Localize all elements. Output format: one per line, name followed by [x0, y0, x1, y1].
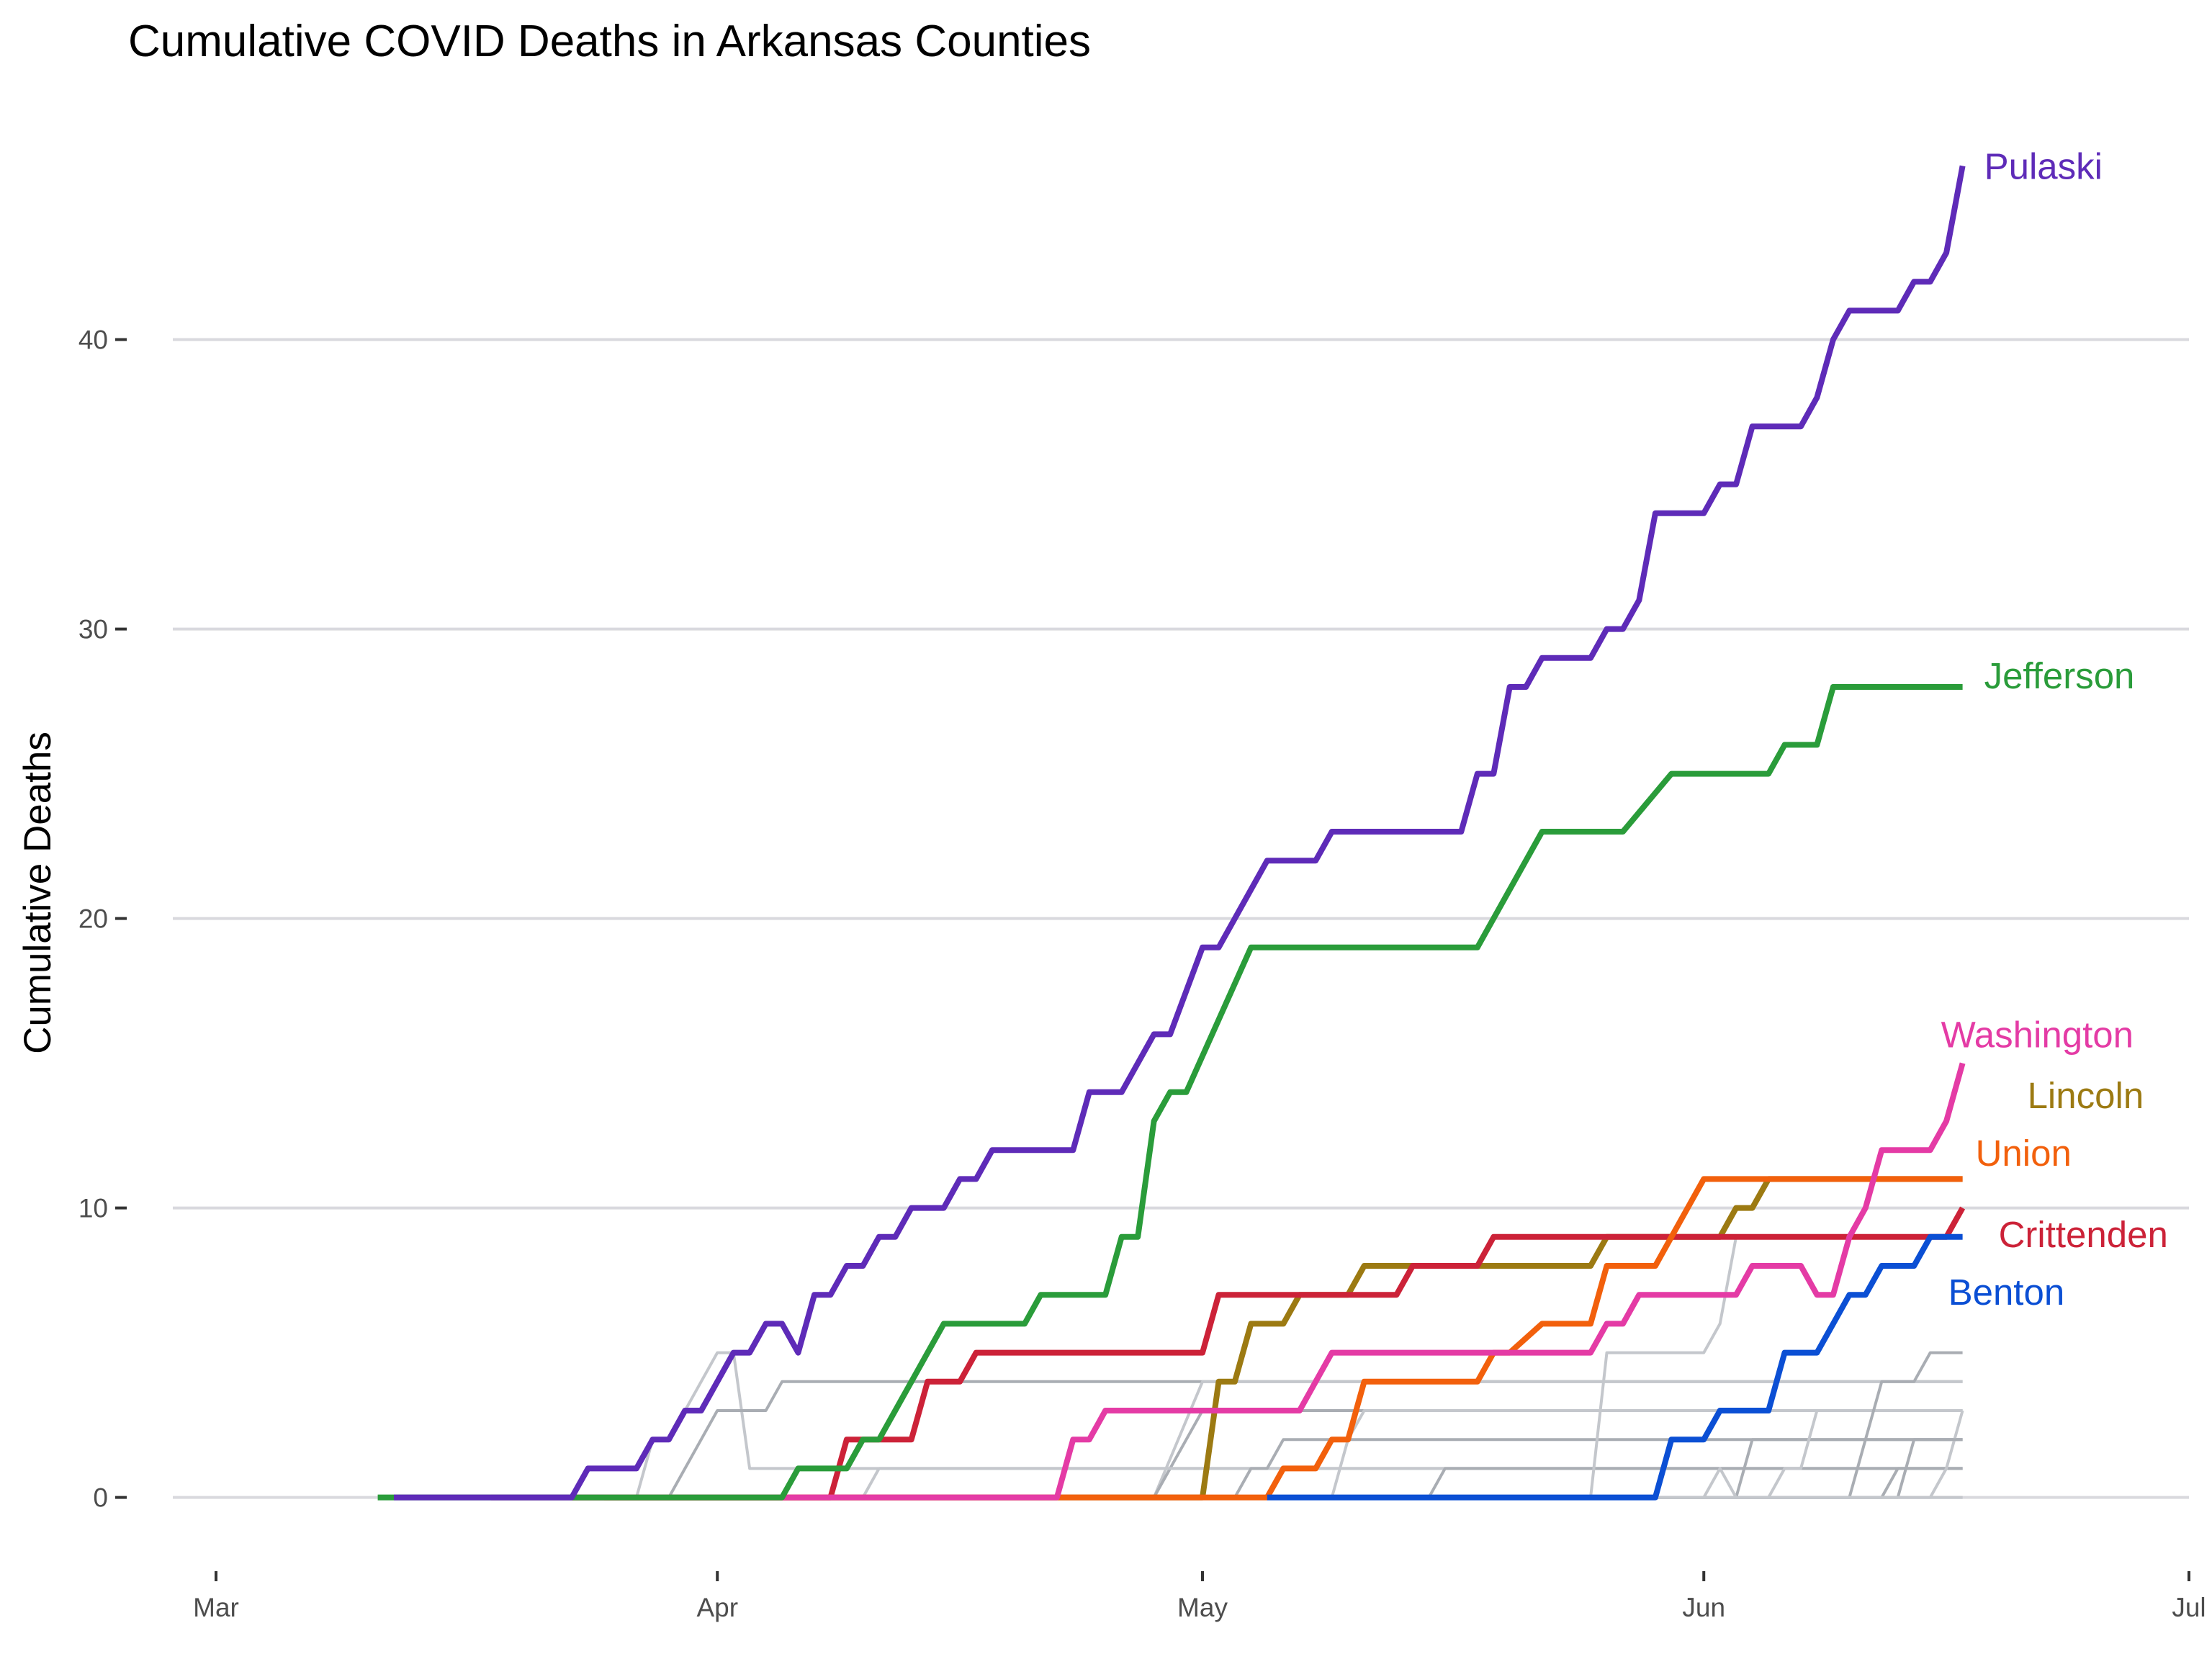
- series-label-washington: Washington: [1941, 1014, 2134, 1055]
- y-tick-label: 40: [78, 325, 108, 355]
- y-tick-label: 20: [78, 904, 108, 934]
- background-series-line: [572, 1351, 1963, 1499]
- x-tick-label: Apr: [696, 1593, 738, 1622]
- series-line-crittenden: [572, 1206, 1966, 1501]
- series-line-benton: [1267, 1233, 1963, 1501]
- y-tick-label: 0: [93, 1483, 108, 1513]
- x-tick-label: Mar: [193, 1593, 239, 1622]
- background-series-line: [620, 1409, 1963, 1499]
- y-axis-title: Cumulative Deaths: [17, 732, 59, 1054]
- series-label-crittenden: Crittenden: [1999, 1214, 2168, 1255]
- y-axis: 0 10 20 30 40: [78, 325, 127, 1513]
- series-label-union: Union: [1976, 1133, 2072, 1174]
- series-label-lincoln: Lincoln: [2028, 1075, 2144, 1116]
- series-labels: Lincoln Crittenden Union Benton Washington Je…: [1941, 145, 2168, 1313]
- series-line-lincoln: [572, 1176, 1963, 1501]
- series-line-jefferson: [377, 684, 1963, 1501]
- series-line-union: [604, 1176, 1963, 1501]
- y-tick-label: 30: [78, 615, 108, 644]
- background-series-line: [1380, 1410, 1964, 1499]
- x-tick-label: May: [1177, 1593, 1228, 1622]
- series-label-jefferson: Jefferson: [1984, 655, 2135, 696]
- background-series-line: [782, 1409, 1963, 1499]
- background-series: [572, 1235, 1964, 1499]
- x-tick-label: Jun: [1682, 1593, 1725, 1622]
- series-label-pulaski: Pulaski: [1984, 145, 2103, 186]
- x-tick-label: Jul: [2172, 1593, 2206, 1622]
- y-tick-label: 10: [78, 1194, 108, 1223]
- series-line-pulaski: [394, 165, 1966, 1501]
- series-label-benton: Benton: [1948, 1272, 2065, 1313]
- chart-title: Cumulative COVID Deaths in Arkansas Coun…: [128, 17, 1091, 66]
- x-axis: Mar Apr May Jun Jul: [193, 1571, 2206, 1622]
- highlighted-series: [377, 165, 1966, 1501]
- background-series-line: [604, 1380, 1963, 1499]
- background-series-line: [863, 1467, 1963, 1499]
- background-series-line: [1105, 1409, 1963, 1499]
- gridlines: [173, 338, 2189, 1499]
- series-line-washington: [490, 1062, 1966, 1501]
- background-series-line: [1186, 1351, 1963, 1499]
